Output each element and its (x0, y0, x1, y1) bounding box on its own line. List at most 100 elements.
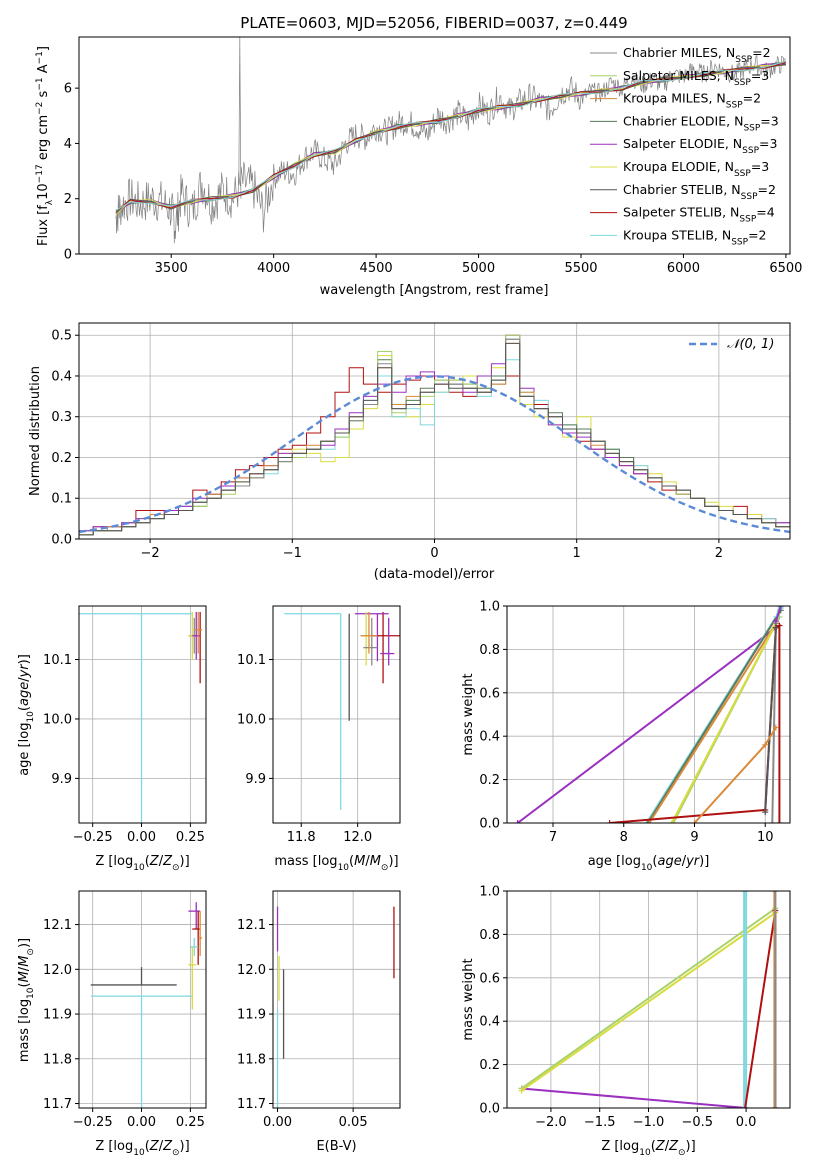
y-tick-label: 12.0 (43, 963, 72, 978)
y-axis-label-part: s (36, 90, 51, 101)
x-axis-label: age [log10(age/yr)] (588, 854, 710, 873)
y-tick-label: 11.8 (43, 1052, 72, 1067)
y-tick-label: 12.0 (237, 963, 266, 978)
y-axis-label-part: age [log (17, 723, 32, 776)
y-axis-label-part: 10 (26, 711, 36, 723)
mass-weight-line (521, 911, 776, 1092)
legend-label-part: SSP (731, 237, 748, 247)
y-tick-label: 9.9 (51, 772, 72, 787)
y-axis-label-part: ⊙ (26, 948, 36, 956)
residual-histogram-panel: −2 −1 0 1 2 0.0 0.1 0.2 0.3 0.4 0.5 𝒩(0, 1) (data-mo… (28, 322, 791, 582)
legend-label: Salpeter MILES, NSSP=3 (623, 68, 769, 88)
mass-weight-line (516, 626, 777, 823)
x-axis-label-part: age [log (588, 854, 641, 869)
x-axis-label-part: yr (685, 854, 701, 869)
legend-label-part: =2 (743, 91, 761, 106)
x-axis-label-part: M (354, 854, 365, 869)
y-tick-label: 6 (64, 82, 72, 97)
legend-label-part: =3 (760, 113, 778, 128)
x-axis-label-part: )] (388, 854, 398, 869)
legend-label-part: =3 (751, 68, 769, 83)
axes-frame (78, 605, 207, 824)
model-spectrum-line (115, 62, 787, 212)
x-axis-label-part: 10 (641, 863, 653, 873)
y-axis-label-part: Flux [f (36, 205, 51, 246)
y-axis-label-part: / (17, 966, 32, 971)
x-axis-label-part: ⊙ (381, 863, 389, 873)
z-massweight-panel: −2.0 −1.5 −1.0 −0.5 0.0 0.0 0.2 0.4 0.6 0.8 1.0 Z [… (461, 885, 791, 1158)
legend-label-part: Kroupa STELIB, N (623, 227, 731, 242)
y-tick-label: 0.8 (479, 643, 500, 658)
legend-label-part: Salpeter MILES, N (623, 68, 734, 83)
legend-label-part: Salpeter ELODIE, N (623, 136, 742, 151)
y-tick-label: 0.3 (51, 410, 72, 425)
legend-label: Chabrier STELIB, NSSP=2 (623, 182, 776, 202)
x-axis-label-part: Z (162, 1139, 173, 1154)
x-tick-label: 0.25 (176, 830, 205, 845)
y-tick-label: 0.2 (51, 451, 72, 466)
y-axis-label-part: mass [log (17, 999, 32, 1062)
x-tick-label: 0.00 (263, 1115, 292, 1130)
x-axis-label: Z [log10(Z/Z⊙)] (601, 1139, 695, 1158)
legend-label-part: SSP (739, 215, 756, 225)
spectrum-panel: 3500 4000 4500 5000 5500 6000 6500 0 2 4 6 Chabrier… (35, 36, 802, 298)
x-tick-label: −1.0 (633, 1115, 665, 1130)
y-axis-label: age [log10(age/yr)] (17, 654, 36, 776)
x-axis-label-part: Z (655, 1139, 666, 1154)
chart-title: PLATE=0603, MJD=52056, FIBERID=0037, z=0… (240, 14, 627, 32)
y-tick-label: 10.0 (237, 712, 266, 727)
legend-label-part: =3 (759, 136, 777, 151)
model-spectrum-line (115, 60, 787, 211)
y-axis-label-part: A (36, 64, 51, 77)
legend-label: Salpeter STELIB, NSSP=4 (623, 205, 775, 225)
y-tick-label: 0.4 (479, 1015, 500, 1030)
x-axis-label-part: Z (149, 1139, 160, 1154)
y-tick-label: 0.8 (479, 928, 500, 943)
y-tick-label: 10.0 (43, 712, 72, 727)
legend-label: Chabrier ELODIE, NSSP=3 (623, 113, 779, 133)
z-age-panel: −0.25 0.00 0.259.910.010.1Z [log10(Z/Z⊙)]a… (17, 605, 207, 873)
x-axis-label-part: 10 (639, 1148, 651, 1158)
y-tick-label: 11.7 (237, 1097, 266, 1112)
x-tick-label: 9 (690, 830, 698, 845)
legend-label-part: =3 (751, 159, 769, 174)
legend-label-part: =2 (758, 182, 776, 197)
legend-label-part: Chabrier STELIB, N (623, 182, 741, 197)
axes-frame (272, 605, 401, 824)
y-tick-label: 0.6 (479, 686, 500, 701)
axes-frame (78, 36, 791, 255)
mass-weight-line (744, 910, 777, 1108)
y-axis-label-part: −2 (35, 102, 45, 115)
legend-label-part: Kroupa ELODIE, N (623, 159, 734, 174)
legend-label: 𝒩(0, 1) (727, 337, 774, 352)
x-tick-label: 10 (757, 830, 774, 845)
y-tick-label: 2 (64, 192, 72, 207)
x-tick-label: 0.25 (176, 1115, 205, 1130)
x-axis-label-part: Z (162, 854, 173, 869)
y-tick-label: 9.9 (245, 772, 266, 787)
y-tick-label: 11.8 (237, 1052, 266, 1067)
axes-frame (272, 890, 401, 1109)
x-axis-label-part: / (665, 1139, 670, 1154)
x-axis-label-part: ( (349, 854, 354, 869)
model-spectrum-line (115, 64, 786, 214)
legend-label-part: SSP (735, 55, 752, 65)
legend-label-part: SSP (734, 78, 751, 88)
x-axis-label-part: / (365, 854, 370, 869)
x-axis-label-part: mass [log (274, 854, 337, 869)
plot-area (79, 606, 206, 823)
axes-frame (78, 890, 207, 1109)
y-axis-label-part: ] (36, 46, 51, 51)
y-axis-label-part: 10 (26, 987, 36, 999)
x-axis-label-part: )] (686, 1139, 696, 1154)
x-axis-label-part: 10 (133, 863, 145, 873)
x-axis-label: (data-model)/error (374, 567, 495, 582)
x-tick-label: 11.8 (287, 830, 316, 845)
plot-area (79, 323, 790, 539)
x-tick-label: 12.0 (343, 830, 372, 845)
y-axis-label-part: −1 (35, 51, 45, 64)
x-axis-label: Z [log10(Z/Z⊙)] (95, 854, 189, 873)
y-tick-label: 12.1 (43, 918, 72, 933)
